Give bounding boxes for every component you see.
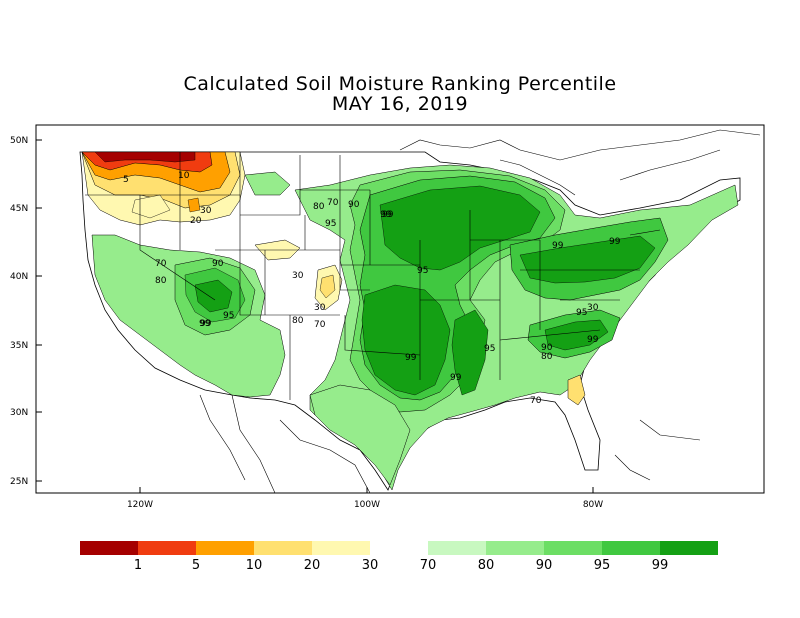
contour-label: 95 [484, 344, 495, 354]
contour-label: 90 [212, 259, 224, 269]
contour-label: 30 [292, 271, 304, 281]
contour-label: 99 [199, 319, 211, 329]
wet-northeast-core [519, 235, 656, 284]
wet-extreme-miss [451, 309, 489, 396]
contour-label: 90 [541, 343, 553, 353]
dry-oregon-pocket [187, 197, 201, 213]
lon-axis: 120W 100W 80W [127, 487, 603, 510]
legend-swatch [370, 541, 428, 555]
lat-label: 40N [10, 272, 28, 282]
legend-swatch [428, 541, 486, 555]
contour-label: 80 [155, 276, 167, 286]
legend-label: 1 [133, 558, 143, 573]
contour-label: 70 [327, 198, 339, 208]
lat-axis: 50N 45N 40N 35N 30N 25N [10, 136, 42, 487]
dry-idaho-pocket [131, 194, 171, 219]
legend-swatch [660, 541, 718, 555]
lat-label: 35N [10, 341, 28, 351]
lon-label: 120W [127, 500, 153, 510]
contour-label: 99 [405, 353, 417, 363]
contour-label: 99 [450, 373, 462, 383]
contour-label: 95 [223, 311, 234, 321]
lat-label: 50N [10, 136, 28, 146]
legend-swatch [80, 541, 138, 555]
contour-label: 20 [190, 216, 202, 226]
contour-label: 95 [325, 219, 336, 229]
contour-label: 99 [552, 241, 564, 251]
legend-label: 30 [361, 558, 379, 573]
map-date: MAY 16, 2019 [331, 93, 469, 115]
legend-label: 95 [593, 558, 611, 573]
lon-label: 100W [354, 500, 380, 510]
legend-swatch [254, 541, 312, 555]
lat-label: 30N [10, 408, 28, 418]
lat-label: 45N [10, 204, 28, 214]
wet-southwest-extreme [194, 279, 233, 313]
country-lines [199, 129, 761, 493]
contour-label: 99 [380, 210, 392, 220]
legend-swatch [544, 541, 602, 555]
lon-label: 80W [583, 500, 603, 510]
contour-label: 99 [587, 335, 599, 345]
contour-label: 70 [530, 396, 542, 406]
legend-swatch [602, 541, 660, 555]
contour-label: 30 [587, 303, 599, 313]
legend-label: 5 [191, 558, 201, 573]
legend-label: 80 [477, 558, 495, 573]
wet-texas [309, 384, 411, 486]
contour-label: 95 [417, 266, 428, 276]
contour-label: 30 [314, 303, 326, 313]
contour-labels: 5 10 30 20 80 70 90 95 99 99 70 80 90 95… [123, 171, 621, 406]
legend-swatch [486, 541, 544, 555]
contour-label: 99 [609, 237, 621, 247]
contour-label: 70 [155, 259, 167, 269]
lat-label: 25N [10, 477, 28, 487]
legend-colorbar [80, 541, 718, 555]
state-boundaries [85, 152, 661, 400]
contour-label: 99 [200, 319, 212, 329]
contour-label: 99 [382, 210, 394, 220]
contour-label: 80 [313, 202, 325, 212]
legend-label: 90 [535, 558, 553, 573]
map-title: Calculated Soil Moisture Ranking Percent… [183, 73, 617, 95]
contour-label: 80 [292, 316, 304, 326]
contour-label: 5 [123, 175, 129, 185]
contour-label: 70 [314, 320, 326, 330]
map-layers: 5 10 30 20 80 70 90 95 99 99 70 80 90 95… [79, 129, 761, 493]
wet-extreme-south [361, 284, 451, 396]
legend-label: 99 [651, 558, 669, 573]
legend-swatch [196, 541, 254, 555]
legend-swatch [312, 541, 370, 555]
wet-southeast-core [544, 319, 609, 351]
legend-label: 10 [245, 558, 263, 573]
dry-kansas-core [319, 274, 336, 299]
wet-regions [91, 164, 739, 491]
legend-label: 20 [303, 558, 321, 573]
contour-label: 30 [200, 206, 212, 216]
contour-label: 90 [348, 200, 360, 210]
legend-label: 70 [419, 558, 437, 573]
legend-swatch [138, 541, 196, 555]
contour-label: 10 [178, 171, 190, 181]
wet-montana [244, 171, 291, 196]
dry-pnw-extreme [94, 151, 196, 163]
contour-label: 80 [541, 352, 553, 362]
contour-label: 95 [576, 308, 587, 318]
dry-regions [81, 151, 586, 406]
map-frame [35, 124, 765, 494]
dry-georgia [567, 374, 586, 406]
